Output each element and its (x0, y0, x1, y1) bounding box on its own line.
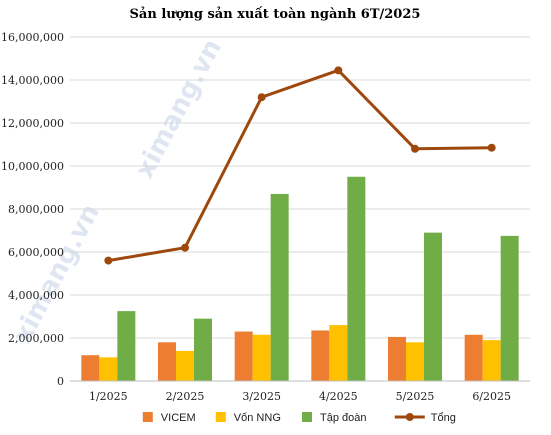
line-point (257, 93, 266, 102)
bar-vốn-nng (176, 350, 194, 381)
y-tick-label: 0 (57, 375, 64, 388)
x-tick-label: 6/2025 (472, 390, 511, 403)
legend-swatch (215, 412, 226, 422)
bar-vicem (158, 342, 176, 381)
legend-swatch (302, 412, 312, 422)
x-tick-label: 3/2025 (242, 390, 281, 403)
legend-label: Tập đoàn (320, 412, 366, 424)
bar-tập-đoàn (194, 318, 212, 381)
x-tick-label: 1/2025 (89, 390, 128, 403)
bar-vốn-nng (252, 334, 271, 381)
series-line-total (108, 68, 492, 263)
y-tick-label: 6,000,000 (8, 246, 64, 259)
y-tick-label: 12,000,000 (1, 117, 64, 130)
x-tick-label: 5/2025 (396, 390, 435, 403)
bar-vốn-nng (482, 340, 501, 381)
bar-vicem (388, 336, 406, 381)
legend-label: Tổng (431, 412, 456, 424)
bar-tập-đoàn (347, 176, 366, 381)
line-point (411, 144, 419, 153)
bar-vốn-nng (329, 325, 348, 381)
legend-label: VICEM (161, 412, 196, 424)
y-tick-label: 16,000,000 (1, 31, 64, 44)
bar-tập-đoàn (270, 193, 289, 381)
legend-label: Vốn NNG (234, 412, 281, 424)
watermark-text: ximang.vn (130, 34, 228, 183)
gridlines (70, 36, 530, 339)
x-tick-label: 2/2025 (166, 390, 205, 403)
line-point (104, 256, 113, 265)
y-tick-label: 2,000,000 (8, 332, 64, 345)
y-tick-label: 14,000,000 (1, 74, 64, 87)
legend-swatch (142, 412, 153, 422)
y-tick-label: 8,000,000 (8, 203, 64, 216)
bar-vốn-nng (406, 342, 424, 381)
line-point (334, 66, 343, 75)
bar-vốn-nng (99, 357, 118, 381)
line-point (487, 143, 496, 152)
bar-tập-đoàn (117, 311, 136, 381)
y-tick-label: 10,000,000 (1, 160, 64, 173)
bar-vicem (234, 331, 253, 381)
x-tick-label: 4/2025 (319, 390, 358, 403)
bar-tập-đoàn (500, 235, 519, 381)
y-axis: 0 2,000,000 4,000,000 6,000,000 8,000,000 10,… (1, 31, 64, 388)
y-tick-label: 4,000,000 (8, 289, 64, 302)
bar-tập-đoàn (424, 232, 442, 381)
line-point (181, 243, 189, 252)
legend-marker (405, 413, 414, 421)
chart-title: Sản lượng sản xuất toàn ngành 6T/2025 (130, 6, 421, 22)
bars (81, 176, 519, 381)
bar-vicem (81, 355, 100, 381)
bar-vicem (464, 334, 483, 381)
total-line (104, 66, 496, 265)
watermark-text: ximang.vn (8, 199, 106, 348)
x-axis: 1/2025 2/2025 3/2025 4/2025 5/2025 6/2025 (70, 380, 530, 403)
bar-vicem (311, 330, 330, 381)
legend: VICEM Vốn NNG Tập đoàn Tổng (142, 412, 456, 424)
